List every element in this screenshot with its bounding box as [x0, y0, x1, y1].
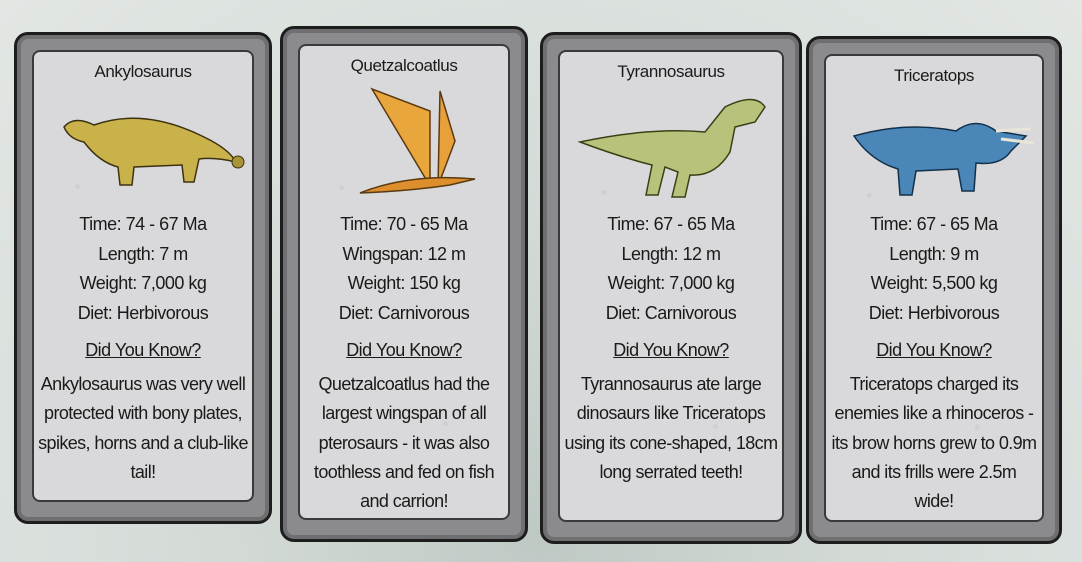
card-title: Ankylosaurus — [94, 62, 192, 81]
stat-length: Length: 9 m — [889, 243, 979, 264]
stat-weight: Weight: 7,000 kg — [79, 273, 207, 293]
card-title: Quetzalcoatlus — [350, 56, 458, 75]
stat-time: Time: 67 - 65 Ma — [870, 214, 998, 234]
card-quetzalcoatlus: Quetzalcoatlus Time: 70 - 65 Ma Wingspan… — [280, 26, 528, 542]
stats: Time: 67 - 65 Ma Length: 9 m Weight: 5,5… — [806, 210, 1062, 328]
stone-face — [558, 50, 784, 522]
stat-wingspan: Wingspan: 12 m — [342, 243, 466, 264]
stat-time: Time: 67 - 65 Ma — [607, 214, 735, 234]
tyrannosaurus-illustration — [577, 98, 766, 198]
did-you-know-heading: Did You Know? — [346, 340, 462, 360]
card-title: Triceratops — [894, 66, 974, 85]
triceratops-illustration — [852, 122, 1035, 196]
stat-weight: Weight: 150 kg — [347, 273, 461, 293]
did-you-know-heading: Did You Know? — [876, 340, 992, 360]
stat-time: Time: 74 - 67 Ma — [79, 214, 207, 234]
fact-text: Quetzalcoatlus had the largest wingspan … — [313, 374, 495, 512]
stat-diet: Diet: Carnivorous — [605, 302, 737, 323]
did-you-know-heading: Did You Know? — [613, 340, 729, 360]
card-title: Tyrannosaurus — [617, 62, 725, 81]
fact-text: Tyrannosaurus ate large dinosaurs like T… — [564, 374, 779, 482]
stats: Time: 70 - 65 Ma Wingspan: 12 m Weight: … — [280, 210, 528, 328]
stats: Time: 67 - 65 Ma Length: 12 m Weight: 7,… — [540, 210, 802, 328]
stat-diet: Diet: Herbivorous — [77, 302, 209, 323]
fact-text: Triceratops charged its enemies like a r… — [831, 374, 1037, 512]
stat-weight: Weight: 5,500 kg — [870, 273, 998, 293]
did-you-know-heading: Did You Know? — [85, 340, 201, 360]
stats: Time: 74 - 67 Ma Length: 7 m Weight: 7,0… — [14, 210, 272, 328]
card-triceratops: Triceratops Time: 67 - 65 Ma Length: 9 m… — [806, 36, 1062, 544]
card-ankylosaurus: Ankylosaurus Time: 74 - 67 Ma Length: 7 … — [14, 32, 272, 524]
stat-length: Length: 7 m — [98, 243, 188, 264]
card-tyrannosaurus: Tyrannosaurus Time: 67 - 65 Ma Length: 1… — [540, 32, 802, 544]
quetzalcoatlus-illustration — [359, 87, 476, 194]
stat-diet: Diet: Herbivorous — [868, 302, 1000, 323]
ankylosaurus-illustration — [63, 117, 245, 186]
stat-diet: Diet: Carnivorous — [338, 302, 470, 323]
stat-length: Length: 12 m — [621, 243, 721, 264]
stat-time: Time: 70 - 65 Ma — [340, 214, 468, 234]
fact-text: Ankylosaurus was very well protected wit… — [38, 374, 248, 482]
stat-weight: Weight: 7,000 kg — [607, 273, 735, 293]
